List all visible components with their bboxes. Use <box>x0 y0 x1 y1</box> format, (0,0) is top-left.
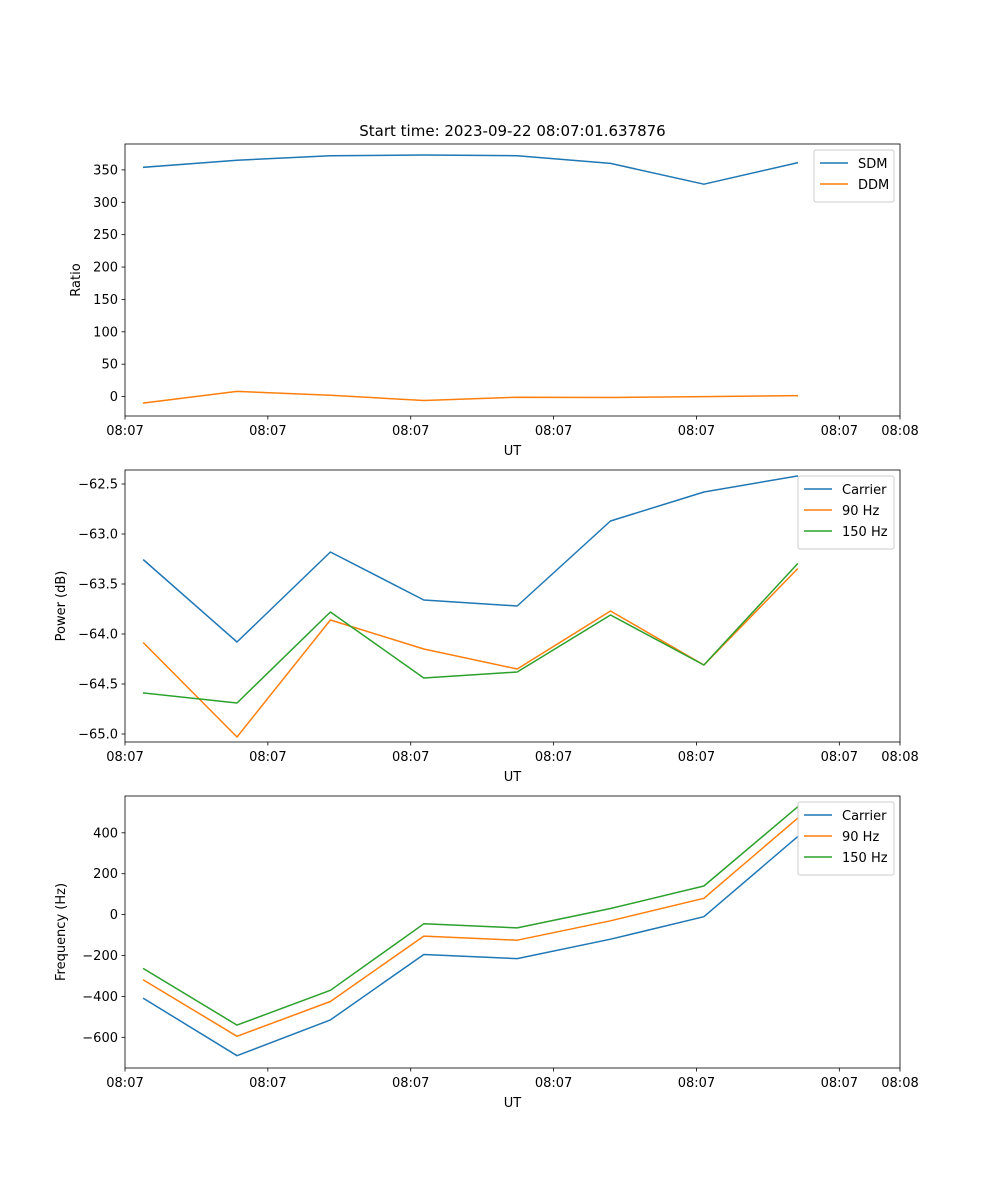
x-tick-label: 08:07 <box>678 750 715 765</box>
legend-label: DDM <box>858 178 889 193</box>
x-tick-label: 08:07 <box>392 750 429 765</box>
series-line-150-hz <box>142 806 799 1026</box>
series-line-carrier <box>142 835 799 1057</box>
legend-label: Carrier <box>842 483 887 498</box>
y-tick-label: 150 <box>93 293 118 308</box>
y-axis-label: Ratio <box>69 263 84 296</box>
x-tick-label: 08:07 <box>106 750 143 765</box>
y-tick-label: 300 <box>93 196 118 211</box>
legend-label: 90 Hz <box>842 830 879 845</box>
series-line-sdm <box>142 154 799 185</box>
y-tick-label: −62.5 <box>78 478 118 493</box>
series-line-ddm <box>142 390 799 404</box>
legend: Carrier 90 Hz 150 Hz <box>797 475 895 550</box>
chart-panel-2: 08:07 08:07 08:07 08:07 08:07 08:07 08:08 −65.0… <box>54 469 919 785</box>
x-tick-label: 08:08 <box>881 750 918 765</box>
y-tick-label: 400 <box>93 826 118 841</box>
y-tick-label: 200 <box>93 867 118 882</box>
x-tick-label: 08:07 <box>392 1076 429 1091</box>
chart-panel-1: 08:07 08:07 08:07 08:07 08:07 08:07 08:08 0 50 10… <box>69 122 919 459</box>
x-tick-label: 08:07 <box>249 424 286 439</box>
series-line-150-hz <box>142 562 799 704</box>
y-tick-label: 250 <box>93 228 118 243</box>
x-tick-label: 08:07 <box>821 424 858 439</box>
legend-label: Carrier <box>842 809 887 824</box>
y-tick-label: 350 <box>93 163 118 178</box>
series-line-carrier <box>142 475 799 643</box>
y-tick-label: −200 <box>82 949 118 964</box>
x-axis-label: UT <box>504 1096 522 1111</box>
chart-panel-3: 08:07 08:07 08:07 08:07 08:07 08:07 08:08 −600 −… <box>54 795 919 1111</box>
x-axis-label: UT <box>504 444 522 459</box>
y-tick-label: −65.0 <box>78 728 118 743</box>
x-tick-label: 08:07 <box>678 424 715 439</box>
x-tick-label: 08:07 <box>821 1076 858 1091</box>
y-tick-label: −64.5 <box>78 678 118 693</box>
x-tick-label: 08:07 <box>535 424 572 439</box>
y-tick-label: −64.0 <box>78 628 118 643</box>
y-tick-label: 100 <box>93 325 118 340</box>
x-tick-label: 08:07 <box>535 1076 572 1091</box>
y-tick-label: −600 <box>82 1031 118 1046</box>
x-tick-label: 08:07 <box>106 424 143 439</box>
y-tick-label: 0 <box>110 390 118 405</box>
legend-label: 150 Hz <box>842 525 888 540</box>
x-tick-label: 08:07 <box>535 750 572 765</box>
y-tick-label: −63.5 <box>78 578 118 593</box>
legend-label: 150 Hz <box>842 851 888 866</box>
legend-label: SDM <box>858 157 887 172</box>
x-tick-label: 08:07 <box>821 750 858 765</box>
legend-label: 90 Hz <box>842 504 879 519</box>
x-axis-label: UT <box>504 770 522 785</box>
legend: Carrier 90 Hz 150 Hz <box>797 801 895 876</box>
y-tick-label: 50 <box>101 358 118 373</box>
legend: SDM DDM <box>813 149 895 203</box>
axes-frame <box>124 795 901 1069</box>
series-line-90-hz <box>142 817 799 1038</box>
y-axis-label: Frequency (Hz) <box>54 883 69 981</box>
y-tick-label: −63.0 <box>78 528 118 543</box>
x-tick-label: 08:07 <box>249 750 286 765</box>
x-tick-label: 08:07 <box>392 424 429 439</box>
x-tick-label: 08:07 <box>678 1076 715 1091</box>
x-tick-label: 08:08 <box>881 1076 918 1091</box>
y-tick-label: 200 <box>93 261 118 276</box>
chart-title: Start time: 2023-09-22 08:07:01.637876 <box>359 122 665 140</box>
x-tick-label: 08:07 <box>249 1076 286 1091</box>
x-tick-label: 08:08 <box>881 424 918 439</box>
y-tick-label: 0 <box>110 908 118 923</box>
x-tick-label: 08:07 <box>106 1076 143 1091</box>
axes-frame <box>124 469 901 743</box>
y-tick-label: −400 <box>82 990 118 1005</box>
y-axis-label: Power (dB) <box>54 571 69 642</box>
axes-frame <box>124 143 901 417</box>
